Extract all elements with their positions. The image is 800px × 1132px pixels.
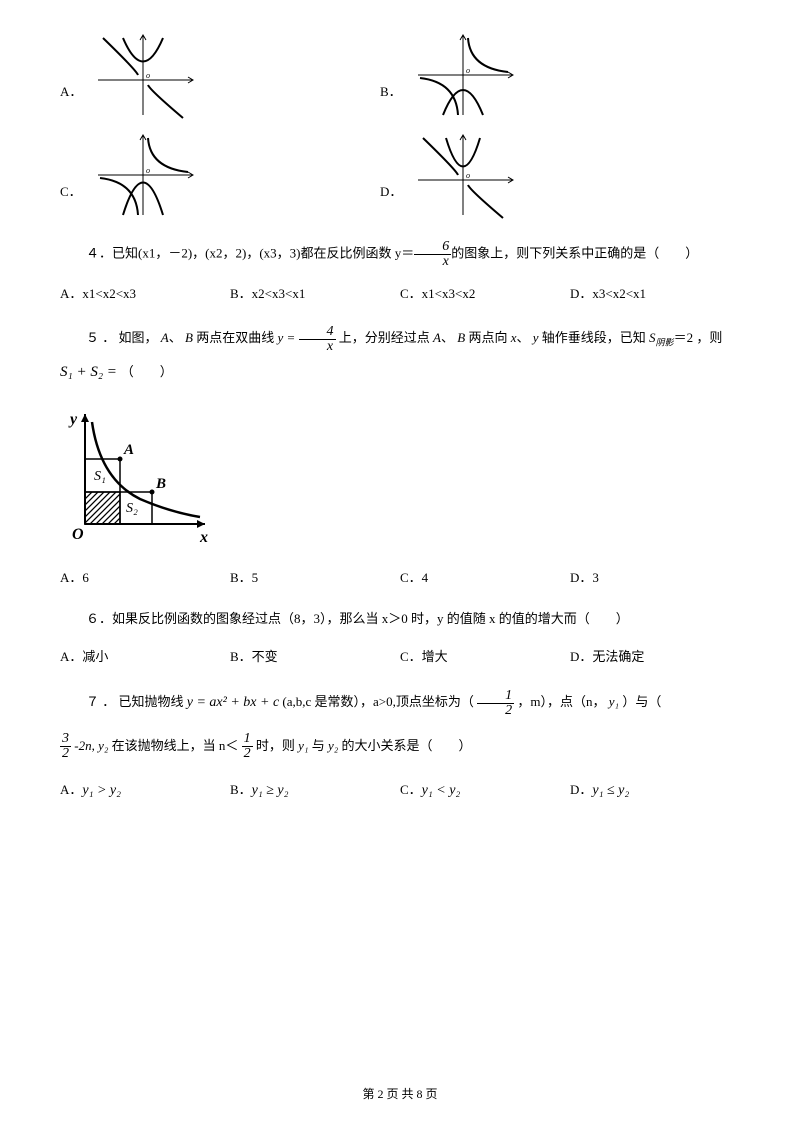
- q5-choice-d: D．3: [570, 567, 740, 586]
- q4-frac-den: x: [414, 255, 451, 269]
- q7-l2-end: 的大小关系是（ ）: [342, 738, 472, 753]
- q7-y2a: y₂: [98, 738, 108, 753]
- q5-choice-a: A．6: [60, 567, 230, 586]
- q5-sval: ＝2: [674, 330, 694, 345]
- q7-l2-fden: 2: [60, 747, 71, 761]
- q7-choice-b: B．y₁ ≥ y₂: [230, 779, 400, 799]
- q5-B: B: [185, 330, 193, 345]
- q6-text: ６．如果反比例函数的图象经过点（8，3），那么当 x＞0 时，y 的值随 x 的…: [86, 611, 629, 626]
- q5-paren: （ ）: [121, 364, 173, 379]
- q5-choice-c: C．4: [400, 567, 570, 586]
- q4-choices: A．x1<x2<x3 B．x2<x3<x1 C．x1<x3<x2 D．x3<x2…: [60, 283, 740, 302]
- q5-fig-A: A: [123, 442, 134, 458]
- q5-figure: y x O A B S₁ S₂: [60, 404, 740, 553]
- q5-s12: S₁ + S₂ =: [60, 364, 121, 380]
- q4-text-post: 的图象上，则下列关系中正确的是（ ）: [451, 245, 698, 260]
- q7-l2-expr: -2n,: [74, 738, 98, 753]
- graph-option-d: D． o: [380, 130, 680, 220]
- q7-l2-y1: y₁: [298, 738, 308, 753]
- q7-l1-post: ，m），点（n，: [517, 694, 605, 709]
- graph-b-icon: o: [408, 30, 518, 120]
- question-4: ４．已知(x1，－2)，(x2，2)，(x3，3)都在反比例函数 y＝6x的图象…: [60, 240, 740, 269]
- q5-fig-O: O: [72, 526, 84, 543]
- q5-y: y: [533, 330, 539, 345]
- svg-text:o: o: [146, 166, 150, 175]
- question-5: ５ ． 如图， A、 B 两点在双曲线 y = 4x 上，分别经过点 A、 B …: [60, 322, 740, 390]
- q5-frac-den: x: [299, 340, 336, 354]
- q7-l2-hden: 2: [242, 747, 253, 761]
- graph-a-icon: o: [88, 30, 198, 120]
- q5-fig-x: x: [199, 529, 208, 546]
- q5-mid4: 轴作垂线段，已知: [542, 330, 646, 345]
- q7-choices: A．y₁ > y₂ B．y₁ ≥ y₂ C．y₁ < y₂ D．y₁ ≤ y₂: [60, 779, 740, 799]
- option-letter-b: B．: [380, 81, 402, 120]
- svg-text:o: o: [466, 171, 470, 180]
- q7-l1-end: ）与（: [622, 694, 661, 709]
- svg-text:o: o: [466, 66, 470, 75]
- q5-mid2: 上，分别经过点: [339, 330, 430, 345]
- q4-choice-c: C．x1<x3<x2: [400, 283, 570, 302]
- q5-fig-S2: S₂: [126, 501, 138, 516]
- graph-c-icon: o: [88, 130, 198, 220]
- q6-choice-c: C．增大: [400, 646, 570, 665]
- question-6: ６．如果反比例函数的图象经过点（8，3），那么当 x＞0 时，y 的值随 x 的…: [60, 606, 740, 632]
- graph-option-c: C． o: [60, 130, 380, 220]
- q7-eq1: y = ax² + bx + c: [187, 695, 279, 710]
- q7-l2-and: 与: [312, 738, 325, 753]
- q6-choice-a: A．减小: [60, 646, 230, 665]
- q4-text-pre: ４．已知(x1，－2)，(x2，2)，(x3，3)都在反比例函数 y＝: [86, 245, 414, 260]
- q7-choice-a: A．y₁ > y₂: [60, 779, 230, 799]
- q5-eq-lhs: y =: [277, 330, 298, 345]
- q5-pre: ５ ． 如图，: [86, 330, 158, 345]
- graph-option-b: B． o: [380, 30, 680, 120]
- q7-half-num: 1: [477, 689, 514, 704]
- graph-d-icon: o: [408, 130, 518, 220]
- graph-row-2: C． o D． o: [60, 130, 740, 220]
- q7-l2-post: 时，则: [256, 738, 295, 753]
- page-footer: 第 2 页 共 8 页: [0, 1085, 800, 1102]
- svg-text:o: o: [146, 71, 150, 80]
- q5-frac-num: 4: [299, 325, 336, 340]
- graph-option-a: A． o: [60, 30, 380, 120]
- option-letter-d: D．: [380, 181, 402, 220]
- option-letter-a: A．: [60, 81, 82, 120]
- question-7-line2: 32 -2n, y₂ 在该抛物线上，当 n＜ 12 时，则 y₁ 与 y₂ 的大…: [60, 730, 740, 762]
- q5-sshade: S阴影: [649, 330, 674, 345]
- q6-choice-b: B．不变: [230, 646, 400, 665]
- q7-l2-hnum: 1: [242, 732, 253, 747]
- q5-A2: A: [433, 330, 441, 345]
- q7-l1-pre: ７ ． 已知抛物线: [86, 694, 184, 709]
- q4-choice-d: D．x3<x2<x1: [570, 283, 740, 302]
- q5-fig-S1: S₁: [94, 469, 106, 484]
- option-letter-c: C．: [60, 181, 82, 220]
- q5-A: A: [161, 330, 169, 345]
- q4-frac-num: 6: [414, 240, 451, 255]
- q7-l2-mid: 在该抛物线上，当 n＜: [112, 738, 239, 753]
- q5-x: x: [511, 330, 517, 345]
- q6-choices: A．减小 B．不变 C．增大 D．无法确定: [60, 646, 740, 665]
- q6-choice-d: D．无法确定: [570, 646, 740, 665]
- q5-mid5: ，则: [696, 330, 722, 345]
- q5-mid1: 两点在双曲线: [196, 330, 274, 345]
- q5-choices: A．6 B．5 C．4 D．3: [60, 567, 740, 586]
- question-7: ７ ． 已知抛物线 y = ax² + bx + c (a,b,c 是常数），a…: [60, 685, 740, 721]
- q7-y1a: y₁: [609, 694, 619, 709]
- q4-choice-b: B．x2<x3<x1: [230, 283, 400, 302]
- q7-half-den: 2: [477, 704, 514, 718]
- q5-B2: B: [457, 330, 465, 345]
- q5-fig-y: y: [68, 411, 78, 428]
- q5-choice-b: B．5: [230, 567, 400, 586]
- q4-choice-a: A．x1<x2<x3: [60, 283, 230, 302]
- q7-l1-mid: (a,b,c 是常数），a>0,顶点坐标为（: [282, 694, 473, 709]
- q7-l2-fnum: 3: [60, 732, 71, 747]
- q5-fig-B: B: [155, 476, 166, 492]
- graph-row-1: A． o B． o: [60, 30, 740, 120]
- q7-choice-c: C．y₁ < y₂: [400, 779, 570, 799]
- q7-choice-d: D．y₁ ≤ y₂: [570, 779, 740, 799]
- q5-figure-svg: y x O A B S₁ S₂: [60, 404, 215, 549]
- q7-l2-y2: y₂: [328, 738, 338, 753]
- q5-mid3: 两点向: [468, 330, 507, 345]
